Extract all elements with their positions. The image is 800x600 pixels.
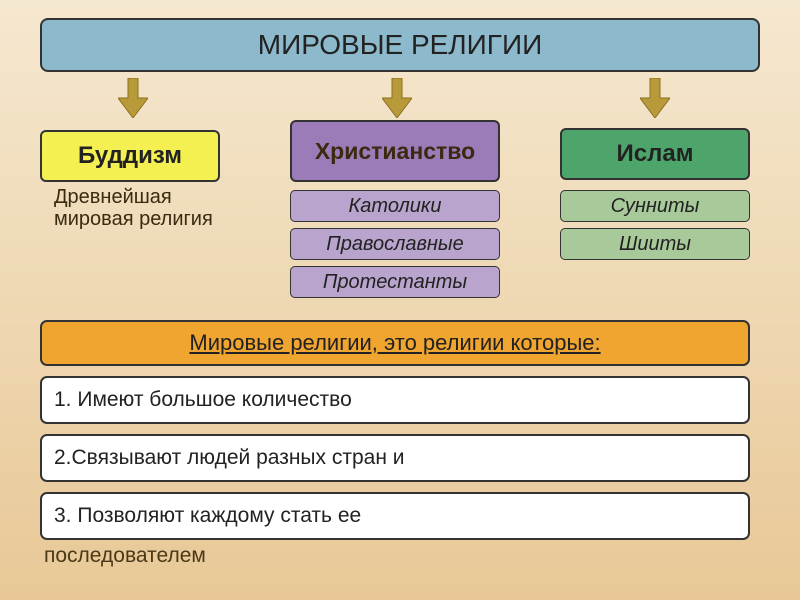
religion-islam: Ислам [560,128,750,180]
definition-item: 2.Связывают людей разных стран и [40,434,750,482]
definition-item: 3. Позволяют каждому стать ее [40,492,750,540]
definition-item: 1. Имеют большое количество [40,376,750,424]
religion-buddhism: Буддизм [40,130,220,182]
islam-branch: Сунниты [560,190,750,222]
arrow-icon [118,78,148,118]
christianity-branch: Православные [290,228,500,260]
christianity-branch: Католики [290,190,500,222]
definition-title: Мировые религии, это религии которые: [40,320,750,366]
religion-christianity: Христианство [290,120,500,182]
christianity-branch: Протестанты [290,266,500,298]
arrow-icon [640,78,670,118]
buddhism-description: Древнейшая мировая религия [54,186,214,230]
main-title: МИРОВЫЕ РЕЛИГИИ [40,18,760,72]
islam-branch: Шииты [560,228,750,260]
cutoff-text: последователем [44,544,206,568]
arrow-icon [382,78,412,118]
